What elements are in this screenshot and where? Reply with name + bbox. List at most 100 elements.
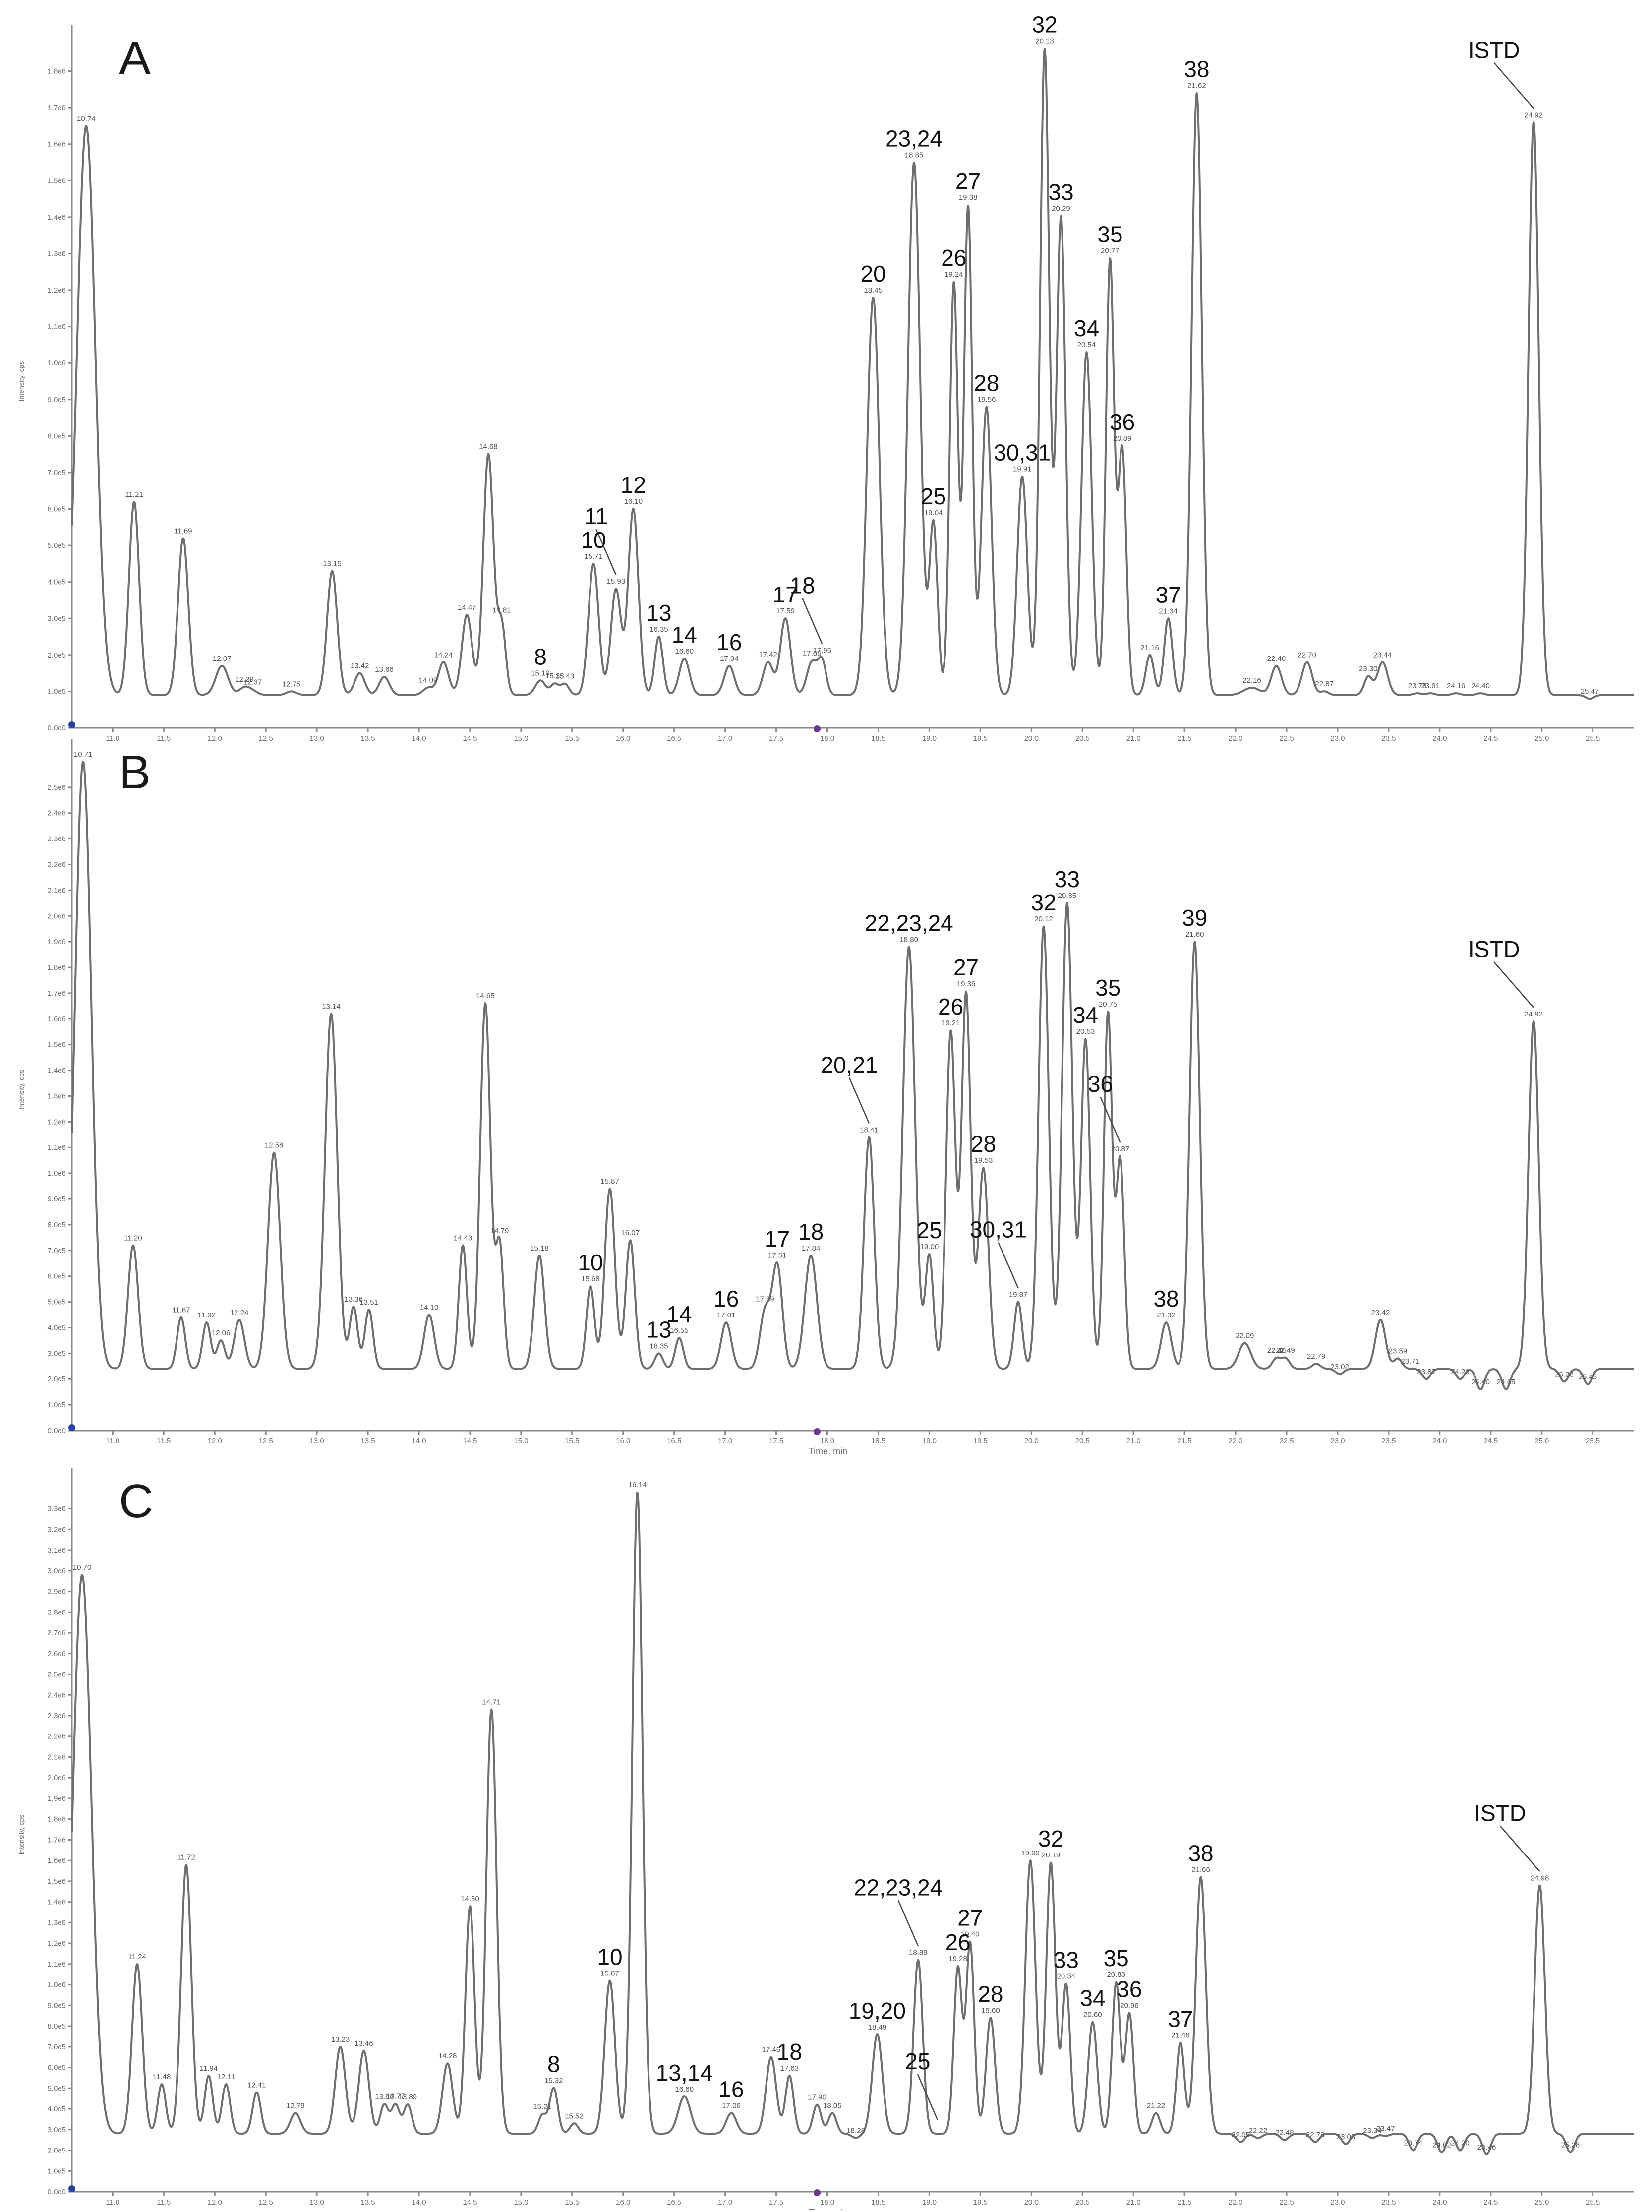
x-tick-label: 12.5: [259, 2198, 273, 2207]
peak-rt-label: 20.12: [1034, 915, 1053, 923]
y-tick-label: 2.1e6: [47, 1753, 66, 1761]
compound-label: 22,23,24: [854, 1875, 943, 1901]
peak-rt-label: 17.06: [722, 2101, 741, 2110]
x-tick-label: 23.0: [1330, 734, 1345, 743]
peak-rt-label: 15.18: [530, 1244, 549, 1253]
peak-rt-label: 19.53: [974, 1156, 993, 1165]
peak-rt-label: 23.02: [1330, 1363, 1349, 1371]
peak-rt-label: 20.75: [1099, 1000, 1118, 1009]
x-tick-label: 15.5: [565, 2198, 579, 2207]
chromatogram-trace: [71, 761, 1634, 1390]
panel-letter: B: [119, 746, 151, 799]
y-tick-label: 8.0e5: [47, 2022, 66, 2031]
x-tick-label: 12.5: [259, 1437, 273, 1445]
y-tick-label: 5.0e5: [47, 2084, 66, 2092]
annotation-leader: [595, 529, 617, 575]
peak-rt-label: 13.66: [375, 2092, 394, 2101]
peak-rt-label: 18.41: [860, 1126, 879, 1134]
x-tick-label: 25.5: [1586, 2198, 1600, 2207]
peak-rt-label: 15.43: [556, 672, 575, 681]
peak-rt-label: 19.91: [1013, 465, 1032, 473]
origin-marker: [68, 1424, 75, 1431]
x-tick-label: 24.0: [1432, 734, 1447, 743]
peak-rt-label: 19.00: [920, 1243, 939, 1251]
y-tick-label: 2.0e5: [47, 2147, 66, 2155]
peak-rt-label: 13.46: [354, 2039, 373, 2048]
y-tick-label: 1.0e5: [47, 687, 66, 696]
compound-label: 34: [1080, 1985, 1105, 2011]
peak-rt-label: 12.79: [286, 2101, 305, 2110]
x-tick-label: 19.0: [922, 1437, 937, 1445]
peak-rt-label: 21.46: [1171, 2031, 1190, 2039]
compound-label: 32: [1032, 12, 1057, 38]
peak-rt-label: 22.70: [1298, 651, 1316, 659]
x-tick-label: 21.5: [1178, 2198, 1192, 2207]
compound-label: 27: [957, 1905, 983, 1930]
y-tick-label: 2.3e6: [47, 835, 66, 843]
x-tick-label: 16.0: [616, 734, 630, 743]
peak-rt-label: 15.71: [584, 552, 603, 561]
compound-label: 18: [790, 573, 815, 598]
y-axis-title: Intensity, cps: [17, 361, 25, 402]
peak-rt-label: 13.42: [351, 662, 369, 670]
x-tick-label: 18.5: [871, 2198, 885, 2207]
y-tick-label: 1.0e5: [47, 2167, 66, 2175]
peak-rt-label: 20.35: [1058, 892, 1077, 900]
peak-rt-label: 21.32: [1157, 1311, 1176, 1319]
x-tick-label: 23.5: [1381, 734, 1396, 743]
y-tick-label: 3.3e6: [47, 1505, 66, 1513]
y-tick-label: 1.3e6: [47, 1918, 66, 1927]
peak-rt-label: 24.20: [1451, 2139, 1470, 2148]
compound-label: 17: [773, 582, 798, 607]
x-tick-label: 11.5: [157, 734, 171, 743]
x-tick-label: 11.0: [106, 734, 119, 743]
peak-rt-label: 19.28: [948, 1955, 967, 1963]
x-tick-label: 24.5: [1483, 2198, 1498, 2207]
peak-rt-label: 12.41: [247, 2081, 266, 2090]
y-tick-label: 1.7e6: [47, 1836, 66, 1844]
y-tick-label: 1.6e6: [47, 1015, 66, 1023]
y-tick-label: 2.0e6: [47, 912, 66, 920]
peak-rt-label: 24.02: [1432, 2141, 1451, 2150]
x-tick-label: 15.0: [514, 734, 528, 743]
peak-rt-label: 13.14: [322, 1002, 341, 1011]
y-tick-label: 1.1e6: [47, 323, 66, 331]
y-tick-label: 1.9e6: [47, 1794, 66, 1803]
origin-marker: [68, 721, 75, 728]
y-tick-label: 2.4e6: [47, 809, 66, 818]
peak-rt-label: 12.07: [213, 655, 232, 663]
peak-rt-label: 16.60: [675, 647, 694, 656]
peak-rt-label: 17.42: [759, 651, 777, 659]
x-tick-label: 25.5: [1586, 1437, 1600, 1445]
peak-rt-label: 20.53: [1076, 1027, 1095, 1036]
x-tick-label: 13.0: [310, 734, 324, 743]
compound-label: 27: [953, 955, 979, 980]
peak-rt-label: 16.10: [624, 497, 643, 506]
compound-label: 16: [718, 2076, 744, 2102]
compound-label: 28: [974, 370, 999, 396]
peak-rt-label: 16.07: [621, 1229, 640, 1237]
y-tick-label: 1.2e6: [47, 286, 66, 295]
peak-rt-label: 19.60: [981, 2006, 1000, 2015]
peak-rt-label: 17.45: [762, 2046, 781, 2054]
cursor-marker: [813, 725, 821, 732]
peak-rt-label: 10.71: [74, 750, 93, 759]
x-tick-label: 15.0: [514, 1437, 528, 1445]
x-tick-label: 17.5: [769, 734, 783, 743]
y-tick-label: 7.0e5: [47, 2043, 66, 2051]
peak-rt-label: 14.47: [458, 603, 476, 612]
x-tick-label: 13.5: [360, 734, 375, 743]
peak-rt-label: 15.32: [544, 2076, 563, 2085]
y-tick-label: 2.5e6: [47, 1671, 66, 1679]
annotation-leader: [848, 1077, 870, 1124]
x-tick-label: 11.5: [157, 1437, 171, 1445]
x-tick-label: 21.0: [1126, 1437, 1141, 1445]
y-tick-label: 4.0e5: [47, 578, 66, 587]
y-tick-label: 4.0e5: [47, 1323, 66, 1332]
peak-rt-label: 19.21: [942, 1019, 960, 1027]
peak-rt-label: 21.62: [1187, 82, 1206, 90]
compound-label: 12: [621, 472, 646, 498]
y-tick-label: 3.0e5: [47, 2126, 66, 2134]
x-tick-label: 24.5: [1483, 1437, 1498, 1445]
